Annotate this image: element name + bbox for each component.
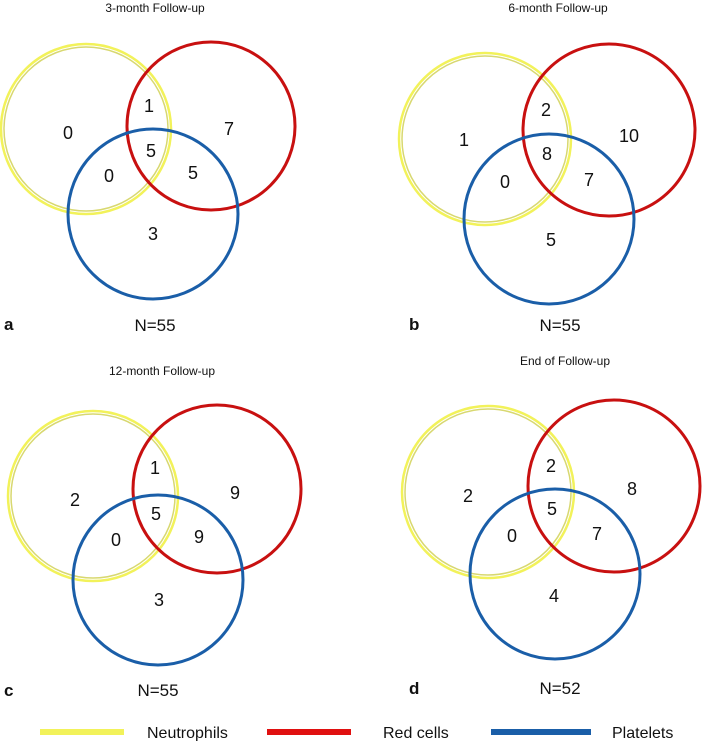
count-platelets-only: 3 <box>148 224 158 244</box>
count-red-cells-platelets: 5 <box>188 163 198 183</box>
count-all-three: 5 <box>146 141 156 161</box>
panel-letter: d <box>409 679 419 698</box>
count-platelets-only: 3 <box>154 590 164 610</box>
neutrophils-circle-outer <box>0 42 173 216</box>
red-cells-circle <box>131 403 303 575</box>
count-red-cells-only: 9 <box>230 483 240 503</box>
count-red-cells-platelets: 9 <box>194 527 204 547</box>
sample-size-label: N=55 <box>137 681 178 700</box>
panel-letter: c <box>4 681 13 700</box>
panel-title: End of Follow-up <box>520 354 610 368</box>
count-platelets-only: 5 <box>546 230 556 250</box>
count-neutrophils-red-cells: 1 <box>150 458 160 478</box>
count-neutrophils-only: 2 <box>70 490 80 510</box>
count-neutrophils-platelets: 0 <box>104 166 114 186</box>
count-neutrophils-platelets: 0 <box>500 172 510 192</box>
panel-a: 3-month Follow-up 0 1 7 5 0 5 3 a N=55 <box>0 1 297 335</box>
legend-swatch-red-cells <box>267 729 351 735</box>
legend-label-neutrophils: Neutrophils <box>147 725 228 741</box>
legend-label-platelets: Platelets <box>612 725 673 741</box>
count-neutrophils-platelets: 0 <box>111 530 121 550</box>
panel-title: 6-month Follow-up <box>508 1 608 15</box>
neutrophils-circle-outer <box>397 51 573 227</box>
legend-label-red-cells: Red cells <box>383 725 449 741</box>
count-all-three: 5 <box>151 504 161 524</box>
count-all-three: 5 <box>547 499 557 519</box>
panel-d: End of Follow-up 2 2 8 5 0 7 4 d N=52 <box>400 354 702 698</box>
red-cells-circle <box>521 42 697 218</box>
red-cells-circle <box>526 398 702 574</box>
panel-c: 12-month Follow-up 2 1 9 5 0 9 3 c N=55 <box>4 364 303 700</box>
count-platelets-only: 4 <box>549 586 559 606</box>
count-red-cells-only: 10 <box>619 126 639 146</box>
count-red-cells-platelets: 7 <box>592 524 602 544</box>
platelets-circle <box>462 132 636 306</box>
count-neutrophils-only: 2 <box>463 486 473 506</box>
count-neutrophils-only: 1 <box>459 130 469 150</box>
legend-swatch-platelets <box>491 729 591 735</box>
neutrophils-circle-inner <box>401 55 569 223</box>
count-neutrophils-red-cells: 2 <box>541 100 551 120</box>
count-red-cells-only: 7 <box>224 119 234 139</box>
platelets-circle <box>66 127 240 301</box>
sample-size-label: N=52 <box>539 679 580 698</box>
platelets-circle <box>71 493 245 667</box>
count-neutrophils-red-cells: 1 <box>144 96 154 116</box>
panel-title: 3-month Follow-up <box>105 1 205 15</box>
count-all-three: 8 <box>542 144 552 164</box>
panel-letter: b <box>409 315 419 334</box>
sample-size-label: N=55 <box>134 316 175 335</box>
red-cells-circle <box>125 40 297 212</box>
legend: Neutrophils Red cells Platelets <box>40 725 673 741</box>
panel-b: 6-month Follow-up 1 2 10 8 0 7 5 b N=55 <box>397 1 697 335</box>
panel-title: 12-month Follow-up <box>109 364 215 378</box>
panel-letter: a <box>4 315 14 334</box>
count-neutrophils-red-cells: 2 <box>546 456 556 476</box>
legend-swatch-neutrophils <box>40 729 124 735</box>
count-neutrophils-only: 0 <box>63 123 73 143</box>
platelets-circle <box>468 487 642 661</box>
count-neutrophils-platelets: 0 <box>507 526 517 546</box>
sample-size-label: N=55 <box>539 316 580 335</box>
count-red-cells-only: 8 <box>627 479 637 499</box>
count-red-cells-platelets: 7 <box>584 170 594 190</box>
